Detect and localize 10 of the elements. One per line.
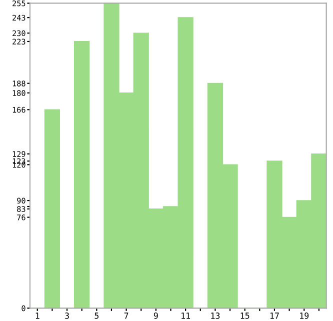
x-tick-label: 19 xyxy=(300,312,309,319)
x-tick-label: 1 xyxy=(36,312,40,319)
x-tick-label: 13 xyxy=(211,312,220,319)
x-tick-label: 5 xyxy=(94,312,98,319)
x-tick-label: 3 xyxy=(65,312,69,319)
x-tick-label: 7 xyxy=(124,312,128,319)
x-tick-label: 11 xyxy=(182,312,190,319)
x-tick-label: 9 xyxy=(154,312,158,319)
x-tick-label: 15 xyxy=(240,312,250,319)
x-tick-label: 17 xyxy=(270,312,279,319)
